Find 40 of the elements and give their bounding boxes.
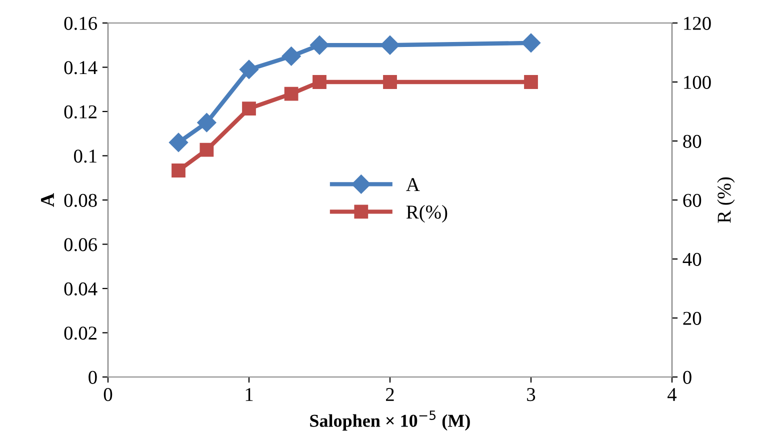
y-tick-label: 0.14 <box>64 61 98 74</box>
point <box>197 113 216 132</box>
y-tick-label: 0.02 <box>64 326 97 340</box>
y2-tick-label: 80 <box>683 134 702 148</box>
y2-axis-title: R (%) <box>717 177 735 223</box>
x-tick-label: 4 <box>668 388 677 401</box>
x-tick-label: 0 <box>104 388 112 402</box>
y-tick-label: 0.04 <box>64 282 98 296</box>
legend-label: R(%) <box>406 204 448 223</box>
point <box>239 60 259 79</box>
point <box>380 36 400 55</box>
point <box>200 142 214 157</box>
y-tick-label: 0.06 <box>64 238 98 252</box>
y2-tick-label: 0 <box>683 370 692 384</box>
point <box>172 164 186 178</box>
y2-tick-label: 20 <box>683 312 702 325</box>
point <box>383 75 397 89</box>
y2-tick-label: 60 <box>683 194 702 207</box>
y2-tick-label: 100 <box>684 76 711 89</box>
x-tick-label: 1 <box>246 388 253 401</box>
point <box>312 75 326 89</box>
point <box>242 102 256 116</box>
point <box>524 75 538 89</box>
point <box>310 36 330 55</box>
x-tick-label: 2 <box>386 388 394 401</box>
point <box>521 33 541 52</box>
y2-tick-label: 120 <box>684 16 711 30</box>
y-tick-label: 0 <box>88 370 97 384</box>
y2-tick-label: 40 <box>682 252 702 266</box>
point <box>282 46 301 66</box>
y-tick-label: 0.1 <box>74 150 96 163</box>
legend-label: A <box>406 178 420 191</box>
point <box>168 132 188 152</box>
y-tick-label: 0.08 <box>64 194 97 208</box>
y-tick-label: 0.16 <box>64 16 98 30</box>
x-axis-title: Salophen × 10$^{−5}$ (M) <box>310 410 470 431</box>
point <box>284 86 298 101</box>
y-axis-title: A <box>41 193 54 207</box>
x-tick-label: 3 <box>527 388 536 402</box>
y-tick-label: 0.12 <box>64 105 97 119</box>
